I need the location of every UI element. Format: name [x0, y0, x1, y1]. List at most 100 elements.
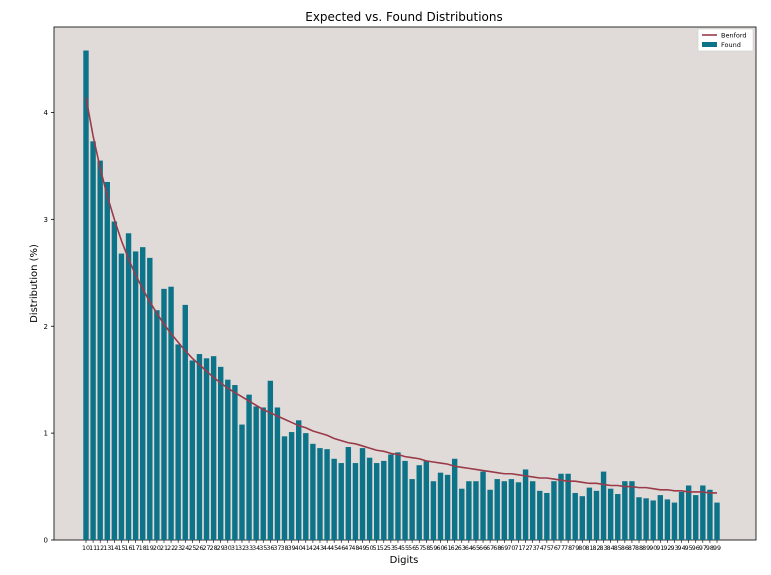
- found-bar-32: [239, 424, 245, 540]
- x-tick-label-75: 75: [543, 545, 551, 552]
- found-bar-99: [714, 502, 720, 540]
- x-tick-label-83: 83: [600, 545, 608, 552]
- found-bar-44: [324, 449, 330, 540]
- x-tick-label-70: 70: [507, 545, 515, 552]
- chart-title: Expected vs. Found Distributions: [305, 10, 503, 24]
- x-tick-label-62: 62: [451, 545, 459, 552]
- x-tick-label-19: 19: [146, 545, 154, 552]
- x-tick-label-47: 47: [344, 545, 352, 552]
- found-bar-88: [636, 497, 642, 540]
- found-bar-89: [643, 498, 649, 540]
- found-bar-11: [90, 141, 96, 541]
- found-bar-34: [253, 406, 259, 540]
- x-tick-label-87: 87: [628, 545, 636, 552]
- found-bar-83: [600, 471, 607, 540]
- x-tick-label-92: 92: [663, 545, 671, 552]
- x-tick-label-86: 86: [621, 545, 629, 552]
- found-bar-54: [395, 452, 401, 540]
- y-tick-label-2: 2: [44, 323, 48, 331]
- found-bar-63: [459, 488, 465, 540]
- y-tick-label-0: 0: [44, 537, 48, 545]
- x-tick-label-66: 66: [479, 545, 487, 552]
- found-bar-33: [246, 394, 252, 540]
- x-tick-label-79: 79: [571, 545, 579, 552]
- found-bar-74: [537, 490, 543, 540]
- found-bar-53: [388, 454, 394, 540]
- x-tick-label-26: 26: [195, 545, 203, 552]
- x-tick-label-94: 94: [678, 545, 686, 552]
- found-bar-36: [267, 380, 274, 540]
- x-tick-label-57: 57: [415, 545, 423, 552]
- x-tick-label-38: 38: [281, 545, 289, 552]
- x-tick-label-82: 82: [592, 545, 600, 552]
- found-bar-66: [480, 471, 486, 540]
- found-bar-81: [586, 487, 593, 540]
- x-tick-label-80: 80: [578, 545, 586, 552]
- found-bar-71: [515, 482, 522, 540]
- x-tick-label-93: 93: [670, 545, 678, 552]
- found-bar-65: [473, 481, 479, 540]
- x-tick-label-59: 59: [429, 545, 437, 552]
- found-bar-21: [161, 288, 167, 540]
- found-bar-35: [260, 407, 266, 540]
- found-bar-16: [125, 233, 132, 540]
- legend: Benford Found: [697, 28, 754, 52]
- x-tick-label-28: 28: [210, 545, 218, 552]
- found-bar-67: [487, 489, 493, 540]
- found-bar-19: [147, 257, 153, 540]
- x-tick-label-45: 45: [330, 545, 338, 552]
- x-tick-label-46: 46: [337, 545, 345, 552]
- found-bar-20: [154, 310, 160, 540]
- found-bar-55: [402, 460, 408, 540]
- x-tick-label-42: 42: [309, 545, 317, 552]
- found-bar-86: [622, 481, 628, 540]
- found-bar-51: [373, 463, 380, 540]
- x-tick-label-31: 31: [231, 545, 239, 552]
- found-bar-95: [685, 485, 692, 540]
- x-tick-label-10: 10: [82, 545, 90, 552]
- found-bar-24: [182, 304, 188, 541]
- found-bar-60: [437, 472, 444, 540]
- found-bar-13: [104, 181, 110, 540]
- found-bar-49: [359, 448, 366, 540]
- x-tick-label-17: 17: [132, 545, 140, 552]
- x-tick-label-48: 48: [351, 545, 359, 552]
- x-tick-label-89: 89: [642, 545, 650, 552]
- x-tick-label-69: 69: [500, 545, 508, 552]
- x-tick-label-98: 98: [706, 545, 714, 552]
- x-tick-label-74: 74: [536, 545, 544, 552]
- x-tick-label-91: 91: [656, 545, 664, 552]
- found-bar-77: [558, 473, 564, 540]
- found-bar-57: [416, 465, 422, 540]
- found-bar-68: [494, 479, 500, 540]
- x-tick-label-41: 41: [302, 545, 310, 552]
- x-tick-label-96: 96: [692, 545, 700, 552]
- y-axis-label: Distribution (%): [29, 244, 40, 323]
- found-bar-98: [707, 489, 713, 540]
- found-bar-45: [331, 458, 337, 540]
- x-tick-label-78: 78: [564, 545, 572, 552]
- x-tick-label-61: 61: [444, 545, 452, 552]
- x-tick-label-63: 63: [458, 545, 466, 552]
- found-bar-28: [210, 356, 217, 540]
- found-bar-87: [629, 481, 635, 540]
- x-tick-label-95: 95: [685, 545, 693, 552]
- x-tick-label-54: 54: [394, 545, 402, 552]
- found-bar-59: [430, 481, 437, 540]
- x-tick-label-12: 12: [96, 545, 104, 552]
- x-tick-label-22: 22: [167, 545, 175, 552]
- x-tick-label-68: 68: [493, 545, 501, 552]
- found-bar-26: [196, 354, 203, 540]
- found-bar-47: [345, 447, 352, 540]
- found-bar-30: [225, 379, 231, 540]
- x-tick-label-36: 36: [266, 545, 274, 552]
- found-bar-58: [423, 460, 430, 540]
- x-tick-label-13: 13: [103, 545, 111, 552]
- found-bar-72: [522, 469, 529, 540]
- x-tick-label-33: 33: [245, 545, 253, 552]
- x-tick-label-35: 35: [259, 545, 267, 552]
- found-bar-92: [664, 499, 671, 540]
- found-bar-23: [175, 344, 181, 540]
- found-bar-41: [303, 433, 309, 541]
- x-tick-label-55: 55: [401, 545, 409, 552]
